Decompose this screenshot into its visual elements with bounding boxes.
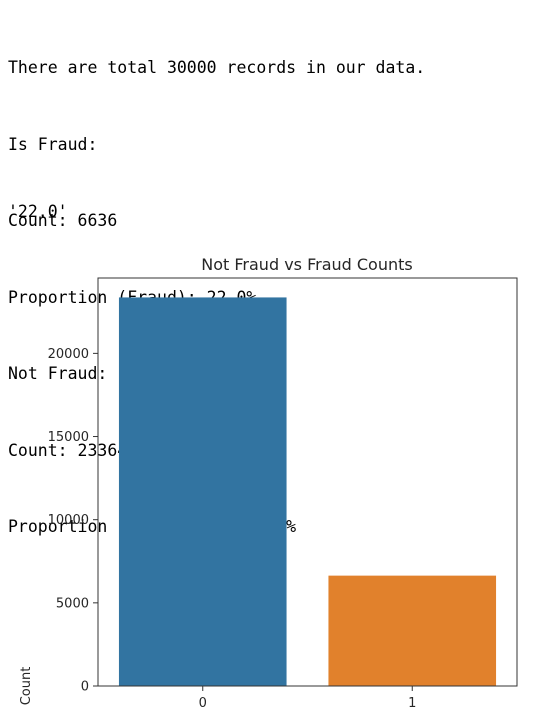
bar-0: [118, 297, 287, 686]
output-line-total-records: There are total 30000 records in our dat…: [8, 58, 426, 77]
bar-chart: Not Fraud vs Fraud Counts Count 0 5000 100…: [0, 240, 545, 724]
y-axis: 0 5000 10000 15000 20000: [48, 347, 98, 695]
output-line-is-fraud-header: Is Fraud:: [8, 134, 98, 154]
output-line-fraud-count: Count: 6636: [8, 211, 118, 230]
bars-group: [118, 297, 497, 686]
x-tick-label-1: 1: [408, 696, 416, 711]
plot-frame: [97, 277, 518, 687]
bar-chart-svg: Not Fraud vs Fraud Counts Count 05000100…: [19, 255, 518, 711]
y-tick-label-20000: 20000: [48, 347, 89, 362]
x-tick-label-0: 0: [199, 696, 207, 711]
y-tick-label-10000: 10000: [48, 513, 89, 528]
y-tick-label-5000: 5000: [56, 596, 89, 611]
output-line-not-fraud-header: Not Fraud:: [8, 364, 108, 383]
y-axis-label: Count: [19, 667, 34, 706]
output-line-not-fraud-count: Count: 23364: [8, 440, 128, 460]
y-tick-label-15000: 15000: [48, 430, 89, 445]
chart-title: Not Fraud vs Fraud Counts: [201, 255, 412, 274]
y-tick-label-0: 0: [81, 680, 89, 695]
bar-1: [328, 575, 497, 686]
execution-result: '22.0': [8, 202, 68, 221]
